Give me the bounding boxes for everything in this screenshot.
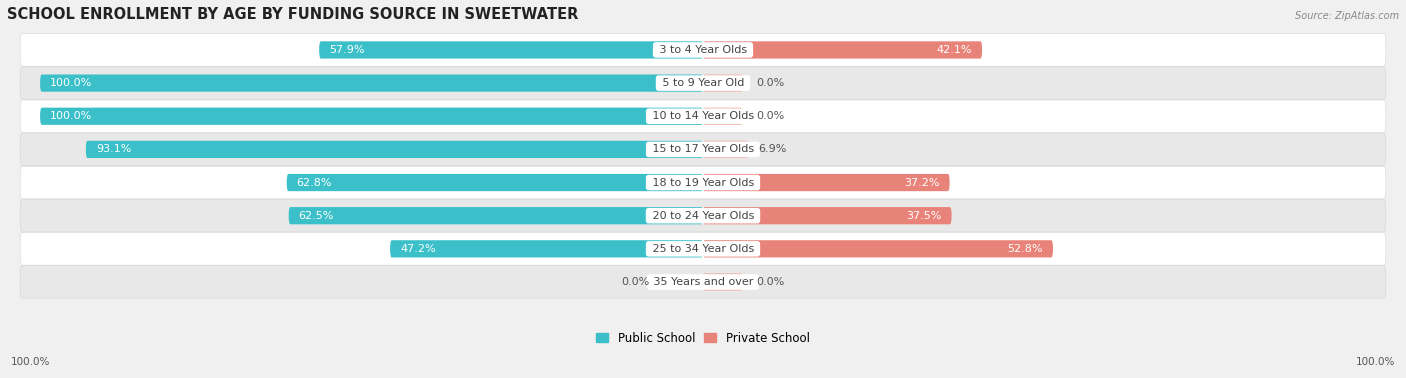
Text: 37.5%: 37.5%: [907, 211, 942, 221]
Text: 25 to 34 Year Olds: 25 to 34 Year Olds: [648, 244, 758, 254]
FancyBboxPatch shape: [319, 41, 703, 59]
Text: 100.0%: 100.0%: [11, 357, 51, 367]
FancyBboxPatch shape: [703, 240, 1053, 257]
Text: 37.2%: 37.2%: [904, 178, 939, 187]
Text: 93.1%: 93.1%: [96, 144, 131, 154]
FancyBboxPatch shape: [703, 108, 742, 125]
FancyBboxPatch shape: [703, 207, 952, 224]
Text: Source: ZipAtlas.com: Source: ZipAtlas.com: [1295, 11, 1399, 21]
FancyBboxPatch shape: [41, 74, 703, 92]
Text: 20 to 24 Year Olds: 20 to 24 Year Olds: [648, 211, 758, 221]
Text: 18 to 19 Year Olds: 18 to 19 Year Olds: [648, 178, 758, 187]
Text: 3 to 4 Year Olds: 3 to 4 Year Olds: [655, 45, 751, 55]
FancyBboxPatch shape: [703, 74, 742, 92]
FancyBboxPatch shape: [703, 174, 949, 191]
Text: 0.0%: 0.0%: [756, 277, 785, 287]
Text: 6.9%: 6.9%: [759, 144, 787, 154]
FancyBboxPatch shape: [20, 133, 1386, 166]
FancyBboxPatch shape: [703, 141, 749, 158]
FancyBboxPatch shape: [41, 108, 703, 125]
FancyBboxPatch shape: [20, 266, 1386, 298]
Text: 35 Years and over: 35 Years and over: [650, 277, 756, 287]
FancyBboxPatch shape: [20, 34, 1386, 66]
FancyBboxPatch shape: [288, 207, 703, 224]
Text: 47.2%: 47.2%: [401, 244, 436, 254]
FancyBboxPatch shape: [389, 240, 703, 257]
FancyBboxPatch shape: [703, 273, 742, 291]
FancyBboxPatch shape: [703, 41, 981, 59]
Text: 0.0%: 0.0%: [756, 78, 785, 88]
FancyBboxPatch shape: [20, 100, 1386, 133]
FancyBboxPatch shape: [20, 166, 1386, 199]
Text: 0.0%: 0.0%: [756, 111, 785, 121]
FancyBboxPatch shape: [20, 67, 1386, 99]
Text: 62.8%: 62.8%: [297, 178, 332, 187]
Text: 100.0%: 100.0%: [1355, 357, 1395, 367]
Text: 52.8%: 52.8%: [1008, 244, 1043, 254]
FancyBboxPatch shape: [20, 232, 1386, 265]
FancyBboxPatch shape: [20, 200, 1386, 232]
Text: 0.0%: 0.0%: [621, 277, 650, 287]
Text: 57.9%: 57.9%: [329, 45, 364, 55]
Text: 100.0%: 100.0%: [51, 111, 93, 121]
Text: 62.5%: 62.5%: [298, 211, 335, 221]
Text: 100.0%: 100.0%: [51, 78, 93, 88]
Text: 10 to 14 Year Olds: 10 to 14 Year Olds: [648, 111, 758, 121]
Legend: Public School, Private School: Public School, Private School: [596, 332, 810, 345]
Text: 5 to 9 Year Old: 5 to 9 Year Old: [658, 78, 748, 88]
FancyBboxPatch shape: [86, 141, 703, 158]
Text: 15 to 17 Year Olds: 15 to 17 Year Olds: [648, 144, 758, 154]
Text: 42.1%: 42.1%: [936, 45, 972, 55]
FancyBboxPatch shape: [287, 174, 703, 191]
Text: SCHOOL ENROLLMENT BY AGE BY FUNDING SOURCE IN SWEETWATER: SCHOOL ENROLLMENT BY AGE BY FUNDING SOUR…: [7, 7, 578, 22]
